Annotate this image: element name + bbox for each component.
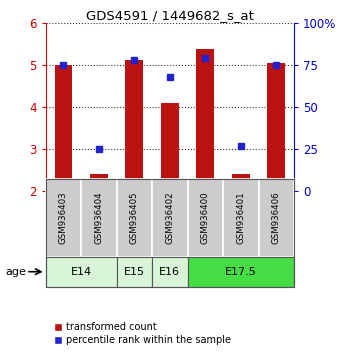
Bar (152, 257, 188, 287)
Text: E16: E16 (159, 267, 180, 277)
Bar (46, 257, 117, 287)
Text: E15: E15 (124, 267, 145, 277)
Bar (81, 179, 117, 257)
Bar (232, 173, 250, 191)
Bar (223, 179, 259, 257)
Text: GSM936405: GSM936405 (130, 192, 139, 244)
Title: GDS4591 / 1449682_s_at: GDS4591 / 1449682_s_at (86, 9, 254, 22)
Bar (117, 179, 152, 257)
Legend: transformed count, percentile rank within the sample: transformed count, percentile rank withi… (50, 319, 235, 349)
Bar (196, 49, 214, 191)
Bar (161, 103, 179, 191)
Bar (125, 60, 143, 191)
Bar (188, 179, 223, 257)
Text: GSM936400: GSM936400 (201, 192, 210, 244)
Text: GSM936401: GSM936401 (236, 192, 245, 244)
Text: GSM936404: GSM936404 (94, 192, 103, 244)
Bar (54, 65, 72, 191)
Bar (46, 179, 81, 257)
Text: E17.5: E17.5 (225, 267, 257, 277)
Bar (267, 63, 285, 191)
Bar (259, 179, 294, 257)
Bar (117, 257, 152, 287)
Text: GSM936403: GSM936403 (59, 192, 68, 244)
Text: age: age (5, 267, 26, 277)
Text: GSM936406: GSM936406 (272, 192, 281, 244)
Bar (152, 179, 188, 257)
Bar (188, 257, 294, 287)
Text: GSM936402: GSM936402 (165, 192, 174, 244)
Text: E14: E14 (71, 267, 92, 277)
Bar (90, 173, 108, 191)
